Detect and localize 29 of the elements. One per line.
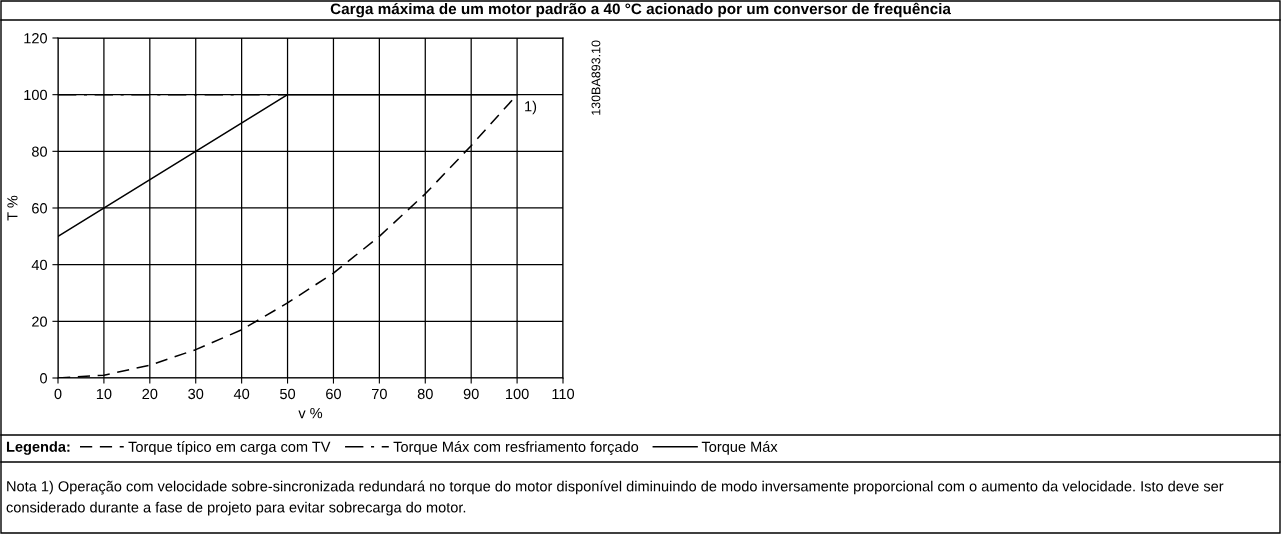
y-tick-label: 60 bbox=[32, 203, 48, 214]
x-tick-label: 30 bbox=[188, 388, 204, 400]
y-tick-label: 0 bbox=[40, 373, 48, 384]
legend-label: Torque típico em carga com TV bbox=[128, 441, 331, 455]
x-tick-label: 10 bbox=[96, 388, 112, 400]
x-tick-label: 90 bbox=[463, 388, 479, 400]
x-tick-label: 80 bbox=[417, 388, 433, 400]
x-tick-label: 110 bbox=[552, 388, 575, 400]
y-tick-label: 100 bbox=[24, 89, 48, 101]
text: 130BA893.10 bbox=[591, 40, 601, 115]
annotation: 1) bbox=[525, 100, 537, 115]
x-tick-label: 40 bbox=[233, 388, 250, 400]
text: Nota 1) Operação com velocidade sobre-sincronizada redundará no torque do motor disponível diminuindo de modo inversamente proporcional com o aumento da velocidade. Isto deve ser considerado durante a fase de projeto para evitar sobrecarga do motor. bbox=[6, 480, 1224, 516]
text: Carga máxima de um motor padrão a 40 °C acionado por um conversor de frequência bbox=[330, 2, 952, 18]
y-tick-label: 20 bbox=[32, 316, 48, 327]
x-tick-label: 50 bbox=[280, 388, 296, 400]
legend-title: Legenda: bbox=[6, 441, 70, 455]
x-tick-label: 100 bbox=[506, 388, 529, 400]
x-tick-label: 60 bbox=[326, 388, 341, 400]
x-tick-label: 70 bbox=[372, 388, 387, 400]
y-tick-label: 120 bbox=[24, 33, 48, 44]
x-tick-label: 0 bbox=[54, 388, 62, 400]
legend-label: Torque Máx bbox=[701, 441, 778, 455]
legend-label: Torque Máx com resfriamento forçado bbox=[393, 441, 639, 455]
y-axis-title: T % bbox=[7, 195, 18, 221]
x-axis-title: v % bbox=[298, 408, 323, 419]
y-tick-label: 40 bbox=[31, 259, 48, 271]
y-tick-label: 80 bbox=[32, 146, 48, 157]
x-tick-label: 20 bbox=[142, 388, 158, 400]
